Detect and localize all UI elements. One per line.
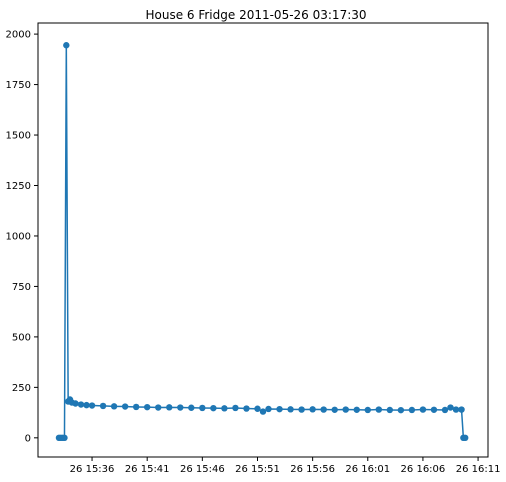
x-tick-label: 26 15:46 — [180, 464, 225, 475]
y-tick-label: 1500 — [6, 131, 31, 142]
data-point — [447, 404, 454, 411]
data-point — [210, 404, 217, 412]
chart-title: House 6 Fridge 2011-05-26 03:17:30 — [145, 8, 366, 22]
series-line — [58, 45, 466, 439]
data-point — [342, 406, 349, 413]
data-point — [177, 404, 184, 411]
y-tick-label: 2000 — [6, 30, 31, 41]
data-point — [353, 406, 360, 413]
x-tick-label: 26 16:11 — [456, 464, 501, 475]
plot-frame — [37, 22, 489, 458]
data-point — [309, 406, 316, 413]
y-tick-label: 1250 — [6, 181, 31, 192]
data-point — [166, 404, 173, 411]
y-tick-label: 750 — [12, 282, 31, 293]
data-point — [83, 401, 90, 409]
data-point — [331, 406, 338, 413]
data-point — [320, 406, 327, 413]
data-point — [287, 406, 294, 413]
plot-area — [37, 22, 489, 458]
x-tick-label: 26 15:41 — [125, 464, 170, 475]
y-tick-label: 250 — [12, 383, 31, 394]
data-point — [462, 434, 469, 442]
data-point — [63, 42, 70, 49]
y-tick-label: 1750 — [6, 80, 31, 91]
data-point — [276, 405, 283, 413]
data-point — [88, 402, 96, 409]
data-point — [110, 403, 118, 410]
x-tick-label: 26 15:36 — [70, 464, 115, 475]
data-point — [458, 406, 465, 413]
data-point — [430, 406, 438, 413]
data-point — [61, 434, 68, 442]
data-point — [386, 406, 394, 414]
x-axis: 26 15:36 26 15:41 26 15:46 26 15:51 26 15:56… — [70, 457, 501, 475]
x-tick-label: 26 15:51 — [235, 464, 280, 475]
data-point — [72, 400, 79, 407]
data-point — [408, 406, 416, 414]
y-tick-label: 500 — [12, 332, 31, 343]
data-point — [143, 403, 151, 411]
data-point — [243, 405, 250, 412]
data-point — [265, 405, 272, 413]
data-point — [298, 406, 305, 413]
data-point — [99, 402, 107, 410]
y-tick-label: 1000 — [6, 231, 31, 242]
data-point — [364, 406, 371, 414]
data-point — [375, 406, 383, 413]
data-point — [452, 406, 460, 413]
data-point — [259, 408, 267, 415]
data-point — [121, 403, 129, 410]
data-point — [221, 405, 228, 412]
x-tick-label: 26 15:56 — [290, 464, 335, 475]
x-tick-label: 26 16:06 — [401, 464, 446, 475]
data-point — [132, 403, 140, 411]
y-axis: 0 250 500 750 1000 1250 1500 1750 2000 — [6, 30, 38, 444]
data-point — [77, 401, 85, 408]
data-point — [419, 406, 427, 413]
data-point — [232, 404, 239, 412]
data-point — [254, 405, 261, 412]
data-point — [441, 406, 449, 414]
data-point — [397, 406, 405, 414]
y-tick-label: 0 — [25, 433, 31, 444]
data-point — [199, 404, 206, 412]
data-point — [155, 404, 162, 411]
data-point — [188, 404, 195, 411]
x-tick-label: 26 16:01 — [345, 464, 390, 475]
series-layer — [55, 42, 469, 442]
